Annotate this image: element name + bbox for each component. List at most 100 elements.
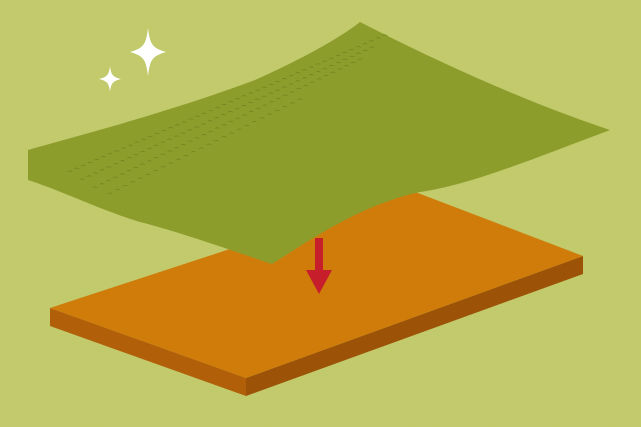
sheet-hole	[187, 140, 194, 143]
sheet-hole	[309, 81, 316, 83]
sheet-hole	[126, 157, 133, 159]
sheet-hole	[266, 113, 273, 116]
sheet-hole	[160, 129, 167, 132]
sheet-hole	[113, 150, 120, 152]
sheet-hole	[173, 135, 180, 138]
sheet-hole	[328, 64, 335, 67]
sheet-hole	[329, 71, 336, 74]
sheet-hole	[282, 94, 289, 97]
sheet-hole	[152, 169, 159, 172]
sheet-hole	[275, 97, 282, 100]
sheet-hole	[343, 65, 350, 67]
sheet-hole	[105, 166, 112, 168]
sheet-hole	[321, 60, 328, 63]
sheet-hole	[221, 124, 228, 126]
sheet-hole	[180, 143, 187, 146]
sheet-hole	[107, 153, 114, 155]
sheet-hole	[268, 83, 275, 86]
slab-front-face	[50, 308, 246, 396]
sheet-hole	[274, 109, 281, 112]
sheet-hole	[234, 117, 241, 120]
sheet-hole	[221, 103, 228, 106]
sheet-hole	[323, 74, 330, 77]
sheet-hole	[190, 151, 197, 153]
sheet-hole	[146, 160, 153, 162]
sheet-hole	[335, 54, 342, 57]
sheet-hole	[281, 77, 288, 80]
sheet-hole	[361, 43, 368, 45]
sheet-hole	[98, 183, 105, 185]
sheet-hole	[368, 40, 375, 42]
sheet-hole	[308, 66, 315, 68]
sheet-hole	[132, 153, 139, 156]
sheet-hole	[243, 124, 250, 127]
sheet-hole	[200, 123, 207, 125]
sheet-hole	[362, 49, 369, 52]
sheet-hole	[139, 163, 146, 166]
sheet-hole	[119, 173, 126, 175]
sheet-hole	[251, 121, 258, 123]
sheet-hole	[193, 137, 200, 139]
sheet-hole	[247, 101, 254, 104]
sheet-hole	[255, 107, 262, 110]
sheet-hole	[154, 132, 161, 135]
sheet-hole	[350, 61, 357, 64]
sheet-hole	[241, 114, 248, 116]
sheet-hole	[289, 102, 296, 104]
sheet-hole	[146, 147, 153, 150]
sheet-hole	[234, 98, 241, 100]
sheet-hole	[227, 120, 234, 123]
sheet-hole	[227, 110, 234, 113]
sheet-hole	[214, 106, 221, 109]
sheet-hole	[145, 173, 151, 176]
sheet-hole	[261, 86, 268, 89]
sheet-hole	[227, 101, 234, 103]
sheet-hole	[289, 91, 296, 93]
sheet-hole	[288, 83, 295, 85]
sheet-hole	[267, 92, 274, 95]
sheet-hole	[85, 175, 92, 177]
sheet-hole	[147, 135, 154, 138]
sheet-hole	[193, 126, 200, 128]
sheet-hole	[112, 163, 119, 165]
sheet-hole	[341, 51, 348, 54]
sheet-hole	[92, 172, 99, 174]
sheet	[28, 22, 610, 264]
sheet-hole	[79, 178, 85, 180]
sheet-hole	[274, 89, 281, 91]
sheet-hole	[348, 55, 355, 58]
sheet-hole	[159, 141, 166, 144]
sheet-hole	[261, 95, 268, 98]
sheet-hole	[308, 74, 315, 76]
sheet-hole	[99, 169, 106, 171]
sheet-hole	[107, 192, 113, 194]
sheet-hole	[254, 98, 261, 101]
sheet-hole	[207, 130, 214, 133]
slab-side-face	[246, 256, 583, 396]
sheet-hole	[213, 117, 220, 119]
sheet-hole	[120, 147, 127, 149]
sheet-hole	[87, 161, 94, 164]
sheet-hole	[259, 117, 265, 119]
sheet-hole	[357, 58, 363, 60]
sheet-hole	[125, 170, 132, 172]
sheet-hole	[174, 124, 181, 126]
sheet-hole	[369, 46, 375, 48]
sheet-hole	[248, 111, 255, 113]
sheet-hole	[328, 57, 335, 60]
sheet-hole	[180, 121, 187, 123]
sheet-hole	[321, 67, 328, 70]
sheet-hole	[160, 166, 167, 168]
sheet-hole	[186, 129, 193, 131]
sheet-hole	[93, 158, 100, 161]
sheet-hole	[228, 132, 235, 134]
sheet-hole	[205, 143, 212, 146]
sheet-hole	[375, 37, 382, 39]
sheet-hole	[122, 184, 129, 187]
sheet-hole	[315, 71, 322, 73]
sheet-hole	[355, 52, 362, 55]
sheet-hole	[382, 34, 388, 36]
sheet-hole	[194, 115, 201, 118]
sheet-hole	[294, 72, 301, 74]
sheet-hole	[187, 118, 194, 120]
